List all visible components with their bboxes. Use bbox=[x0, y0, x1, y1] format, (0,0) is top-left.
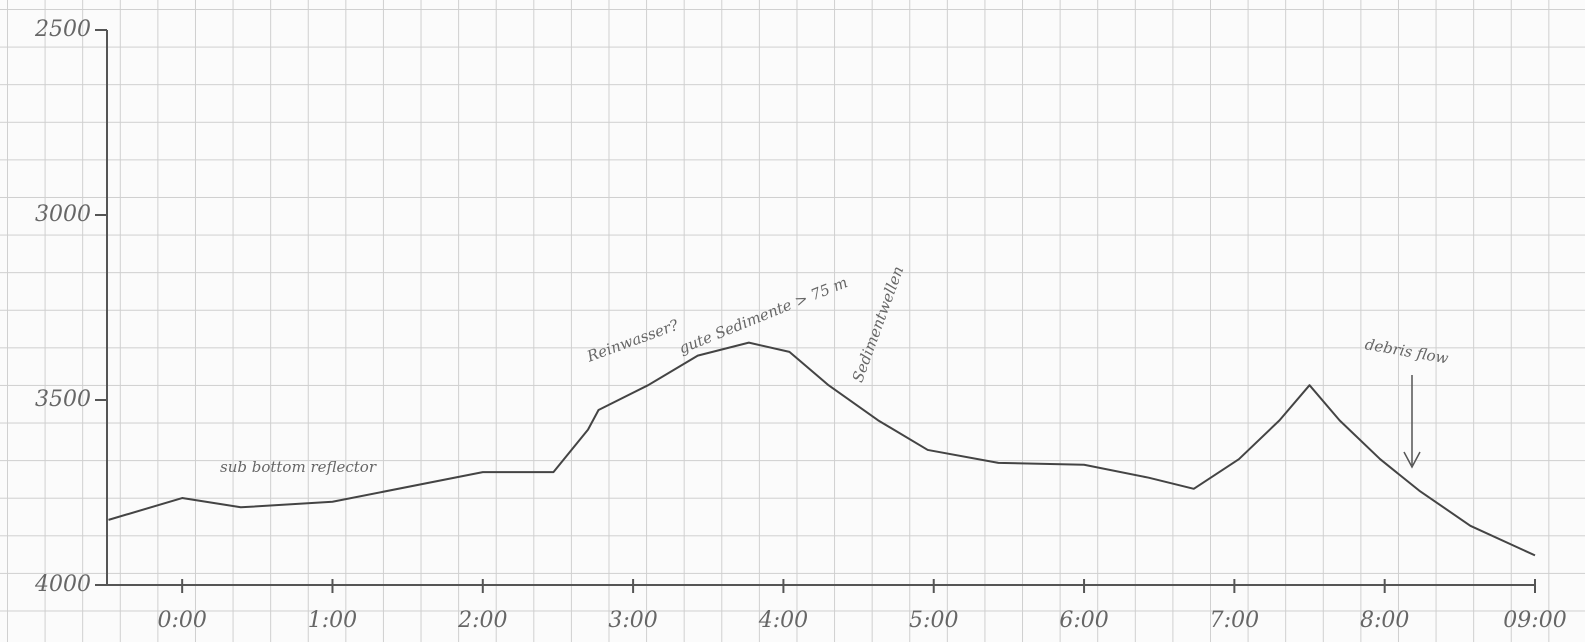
annotation: Reinwasser? bbox=[584, 315, 682, 365]
y-tick-label: 2500 bbox=[34, 17, 91, 42]
annotation: Sedimentwellen bbox=[849, 264, 908, 385]
x-tick-label: 3:00 bbox=[608, 608, 657, 633]
x-tick-label: 8:00 bbox=[1360, 608, 1409, 633]
x-tick-label: 6:00 bbox=[1059, 608, 1108, 633]
y-tick-label: 3500 bbox=[35, 387, 91, 412]
annotation: gute Sedimente > 75 m bbox=[676, 273, 850, 357]
data-line bbox=[108, 341, 1536, 557]
x-tick-label: 5:00 bbox=[909, 608, 958, 633]
annotation: debris flow bbox=[1364, 335, 1450, 367]
arrow-head bbox=[1403, 451, 1421, 469]
x-tick-label: 1:00 bbox=[308, 608, 357, 633]
x-tick-label: 0:00 bbox=[157, 608, 206, 633]
x-tick-label: 2:00 bbox=[457, 608, 507, 633]
x-tick-label: 09:00 bbox=[1503, 608, 1566, 633]
x-tick-label: 4:00 bbox=[758, 608, 808, 633]
y-tick-label: 3000 bbox=[35, 202, 91, 227]
x-tick-label: 7:00 bbox=[1210, 608, 1259, 633]
annotation: sub bottom reflector bbox=[220, 458, 377, 476]
y-tick-label: 4000 bbox=[34, 572, 91, 597]
